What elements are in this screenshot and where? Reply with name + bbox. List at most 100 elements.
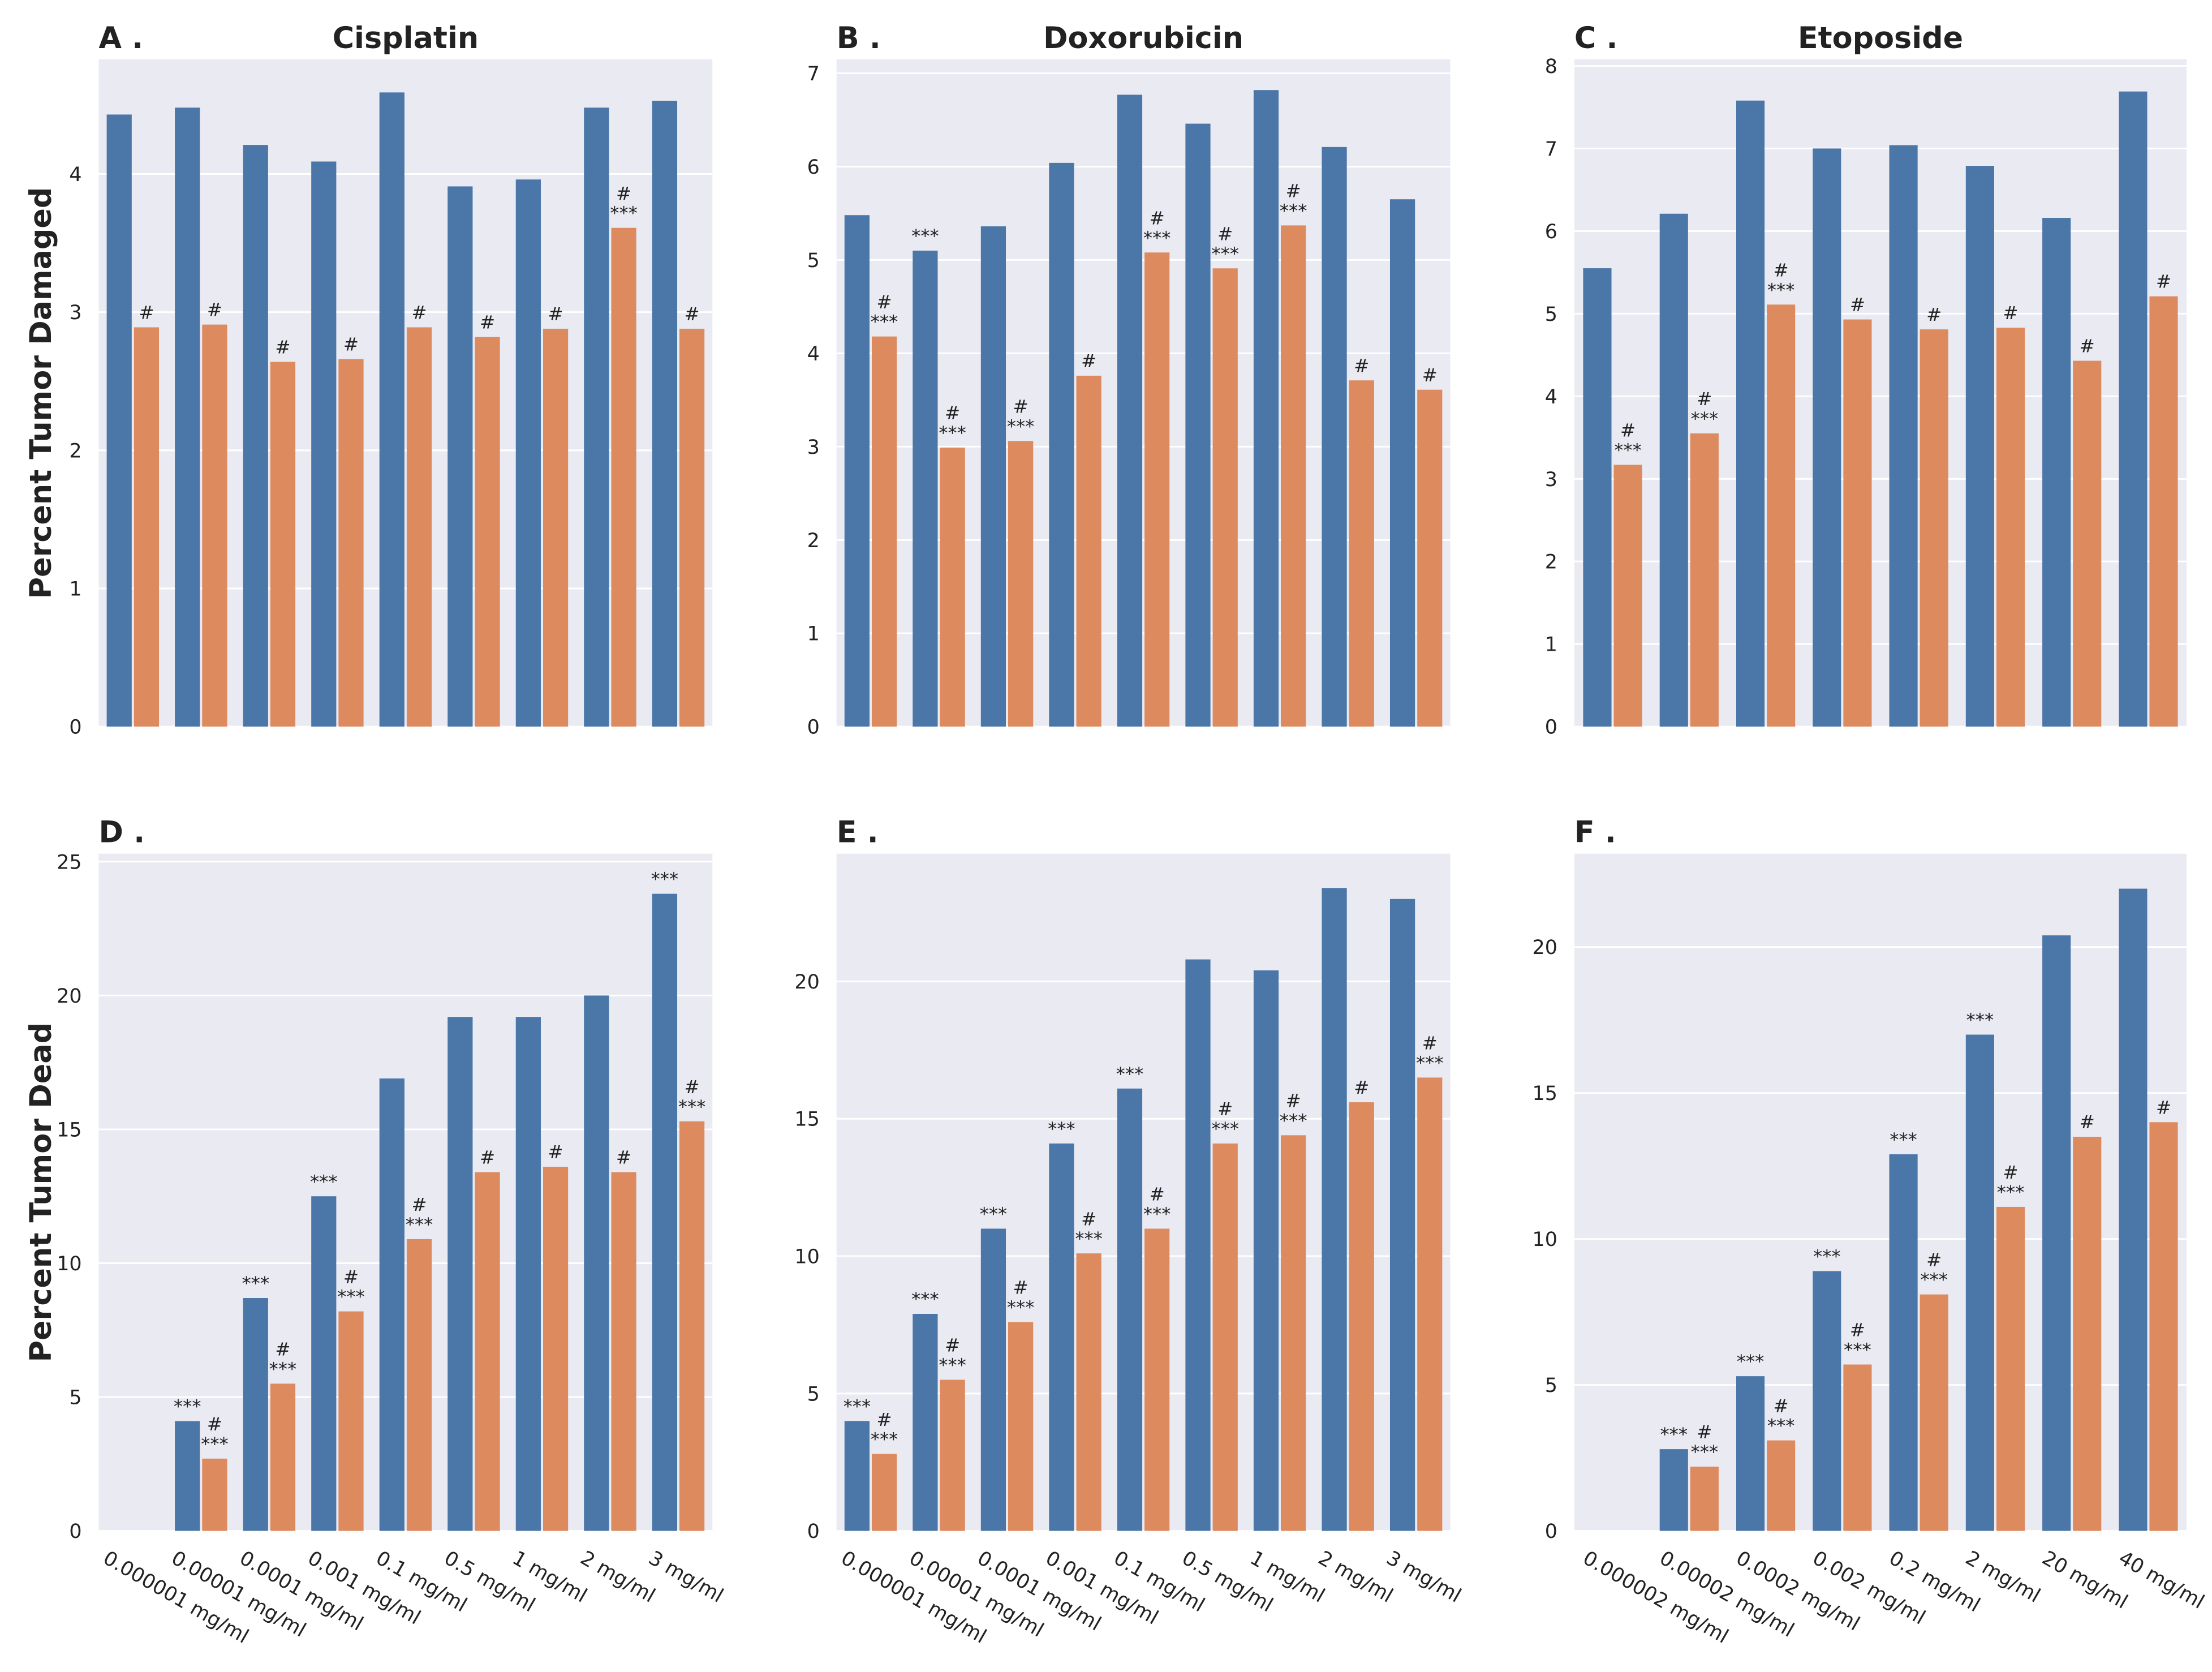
y-tick-label: 5 bbox=[807, 250, 820, 272]
bar bbox=[1767, 304, 1796, 727]
bar bbox=[1117, 1088, 1143, 1531]
bar bbox=[940, 1379, 965, 1531]
significance-mark: *** bbox=[242, 1273, 269, 1294]
significance-mark: # bbox=[1081, 350, 1096, 372]
bar bbox=[1583, 268, 1612, 727]
significance-mark: # bbox=[2080, 1111, 2095, 1133]
significance-mark: *** bbox=[406, 1214, 433, 1235]
y-tick-label: 10 bbox=[794, 1246, 819, 1269]
bar bbox=[871, 336, 897, 727]
significance-mark: *** bbox=[1143, 227, 1171, 248]
significance-mark: *** bbox=[1813, 1245, 1841, 1267]
bar bbox=[1813, 148, 1841, 727]
bar bbox=[1049, 162, 1074, 727]
bar bbox=[844, 215, 870, 727]
bar bbox=[1281, 225, 1306, 727]
significance-mark: # bbox=[1217, 223, 1233, 244]
x-tick-label: 2 mg/ml bbox=[576, 1547, 659, 1607]
bar bbox=[611, 1172, 636, 1531]
significance-mark: # bbox=[616, 183, 631, 204]
bar bbox=[1144, 1228, 1170, 1531]
y-tick-label: 2 bbox=[69, 440, 81, 462]
bar bbox=[475, 337, 500, 727]
significance-mark: *** bbox=[871, 1429, 898, 1450]
bar bbox=[1920, 1294, 1948, 1531]
significance-mark: # bbox=[207, 1413, 222, 1435]
bar bbox=[1843, 319, 1872, 727]
bar bbox=[1613, 465, 1642, 727]
bar bbox=[2149, 1122, 2178, 1531]
significance-mark: # bbox=[2003, 1162, 2018, 1183]
significance-mark: # bbox=[207, 299, 222, 321]
y-tick-label: 7 bbox=[807, 63, 820, 85]
y-tick-label: 0 bbox=[807, 1520, 820, 1543]
significance-mark: # bbox=[1620, 420, 1636, 441]
y-tick-label: 10 bbox=[1533, 1228, 1557, 1251]
significance-mark: *** bbox=[610, 203, 638, 224]
bar bbox=[980, 1228, 1006, 1531]
bar bbox=[1253, 970, 1279, 1531]
significance-mark: # bbox=[1774, 1395, 1789, 1417]
bar bbox=[134, 327, 160, 727]
chart-title: Cisplatin bbox=[333, 21, 479, 55]
significance-mark: *** bbox=[1048, 1118, 1075, 1140]
bar bbox=[1965, 1034, 1994, 1531]
y-tick-label: 15 bbox=[794, 1108, 819, 1131]
significance-mark: *** bbox=[1890, 1129, 1917, 1150]
bar bbox=[1920, 329, 1948, 727]
panel-label: B . bbox=[837, 21, 881, 55]
bar bbox=[2042, 935, 2071, 1531]
chart-title: Etoposide bbox=[1798, 21, 1963, 55]
bar bbox=[1185, 959, 1211, 1531]
y-tick-label: 0 bbox=[1545, 1520, 1557, 1543]
significance-mark: # bbox=[1926, 1249, 1942, 1271]
bar bbox=[844, 1421, 870, 1531]
significance-mark: # bbox=[616, 1147, 631, 1168]
significance-mark: # bbox=[1774, 259, 1789, 281]
bar bbox=[1117, 94, 1143, 727]
bar bbox=[2042, 218, 2071, 727]
significance-mark: *** bbox=[871, 311, 898, 333]
significance-mark: # bbox=[1422, 364, 1438, 386]
significance-mark: *** bbox=[1075, 1228, 1103, 1249]
bar bbox=[406, 327, 432, 727]
significance-mark: *** bbox=[201, 1433, 229, 1455]
significance-mark: # bbox=[2080, 336, 2095, 357]
bar bbox=[1417, 1077, 1443, 1531]
significance-mark: *** bbox=[1767, 1415, 1795, 1437]
bar bbox=[1389, 899, 1415, 1531]
significance-mark: *** bbox=[1691, 408, 1719, 429]
significance-mark: # bbox=[685, 1076, 700, 1098]
significance-mark: # bbox=[877, 1409, 892, 1430]
y-axis-label: Percent Tumor Damaged bbox=[24, 187, 58, 599]
plot-background bbox=[98, 59, 713, 727]
significance-mark: *** bbox=[1143, 1204, 1171, 1225]
y-tick-label: 5 bbox=[807, 1383, 820, 1405]
significance-mark: *** bbox=[1280, 200, 1307, 221]
significance-mark: *** bbox=[1416, 1052, 1444, 1073]
bar bbox=[1996, 328, 2025, 727]
y-tick-label: 2 bbox=[807, 530, 820, 552]
bar bbox=[940, 448, 965, 727]
significance-mark: *** bbox=[1997, 1181, 2025, 1203]
bar bbox=[871, 1454, 897, 1531]
bar bbox=[175, 1421, 200, 1531]
y-tick-label: 15 bbox=[57, 1119, 81, 1141]
bar bbox=[584, 108, 609, 727]
bar bbox=[2073, 1137, 2102, 1531]
bar bbox=[1008, 1322, 1034, 1531]
significance-mark: *** bbox=[939, 1355, 966, 1376]
bar bbox=[202, 324, 227, 727]
bar bbox=[1736, 100, 1765, 727]
panel-label: C . bbox=[1574, 21, 1618, 55]
bar bbox=[270, 1383, 296, 1531]
bar bbox=[1690, 1467, 1719, 1531]
y-tick-label: 4 bbox=[69, 164, 81, 186]
y-tick-label: 1 bbox=[1545, 634, 1557, 656]
bar bbox=[1417, 389, 1443, 727]
y-tick-label: 0 bbox=[807, 716, 820, 739]
significance-mark: # bbox=[1013, 396, 1028, 418]
significance-mark: # bbox=[1081, 1208, 1096, 1230]
bar bbox=[1076, 1253, 1101, 1531]
